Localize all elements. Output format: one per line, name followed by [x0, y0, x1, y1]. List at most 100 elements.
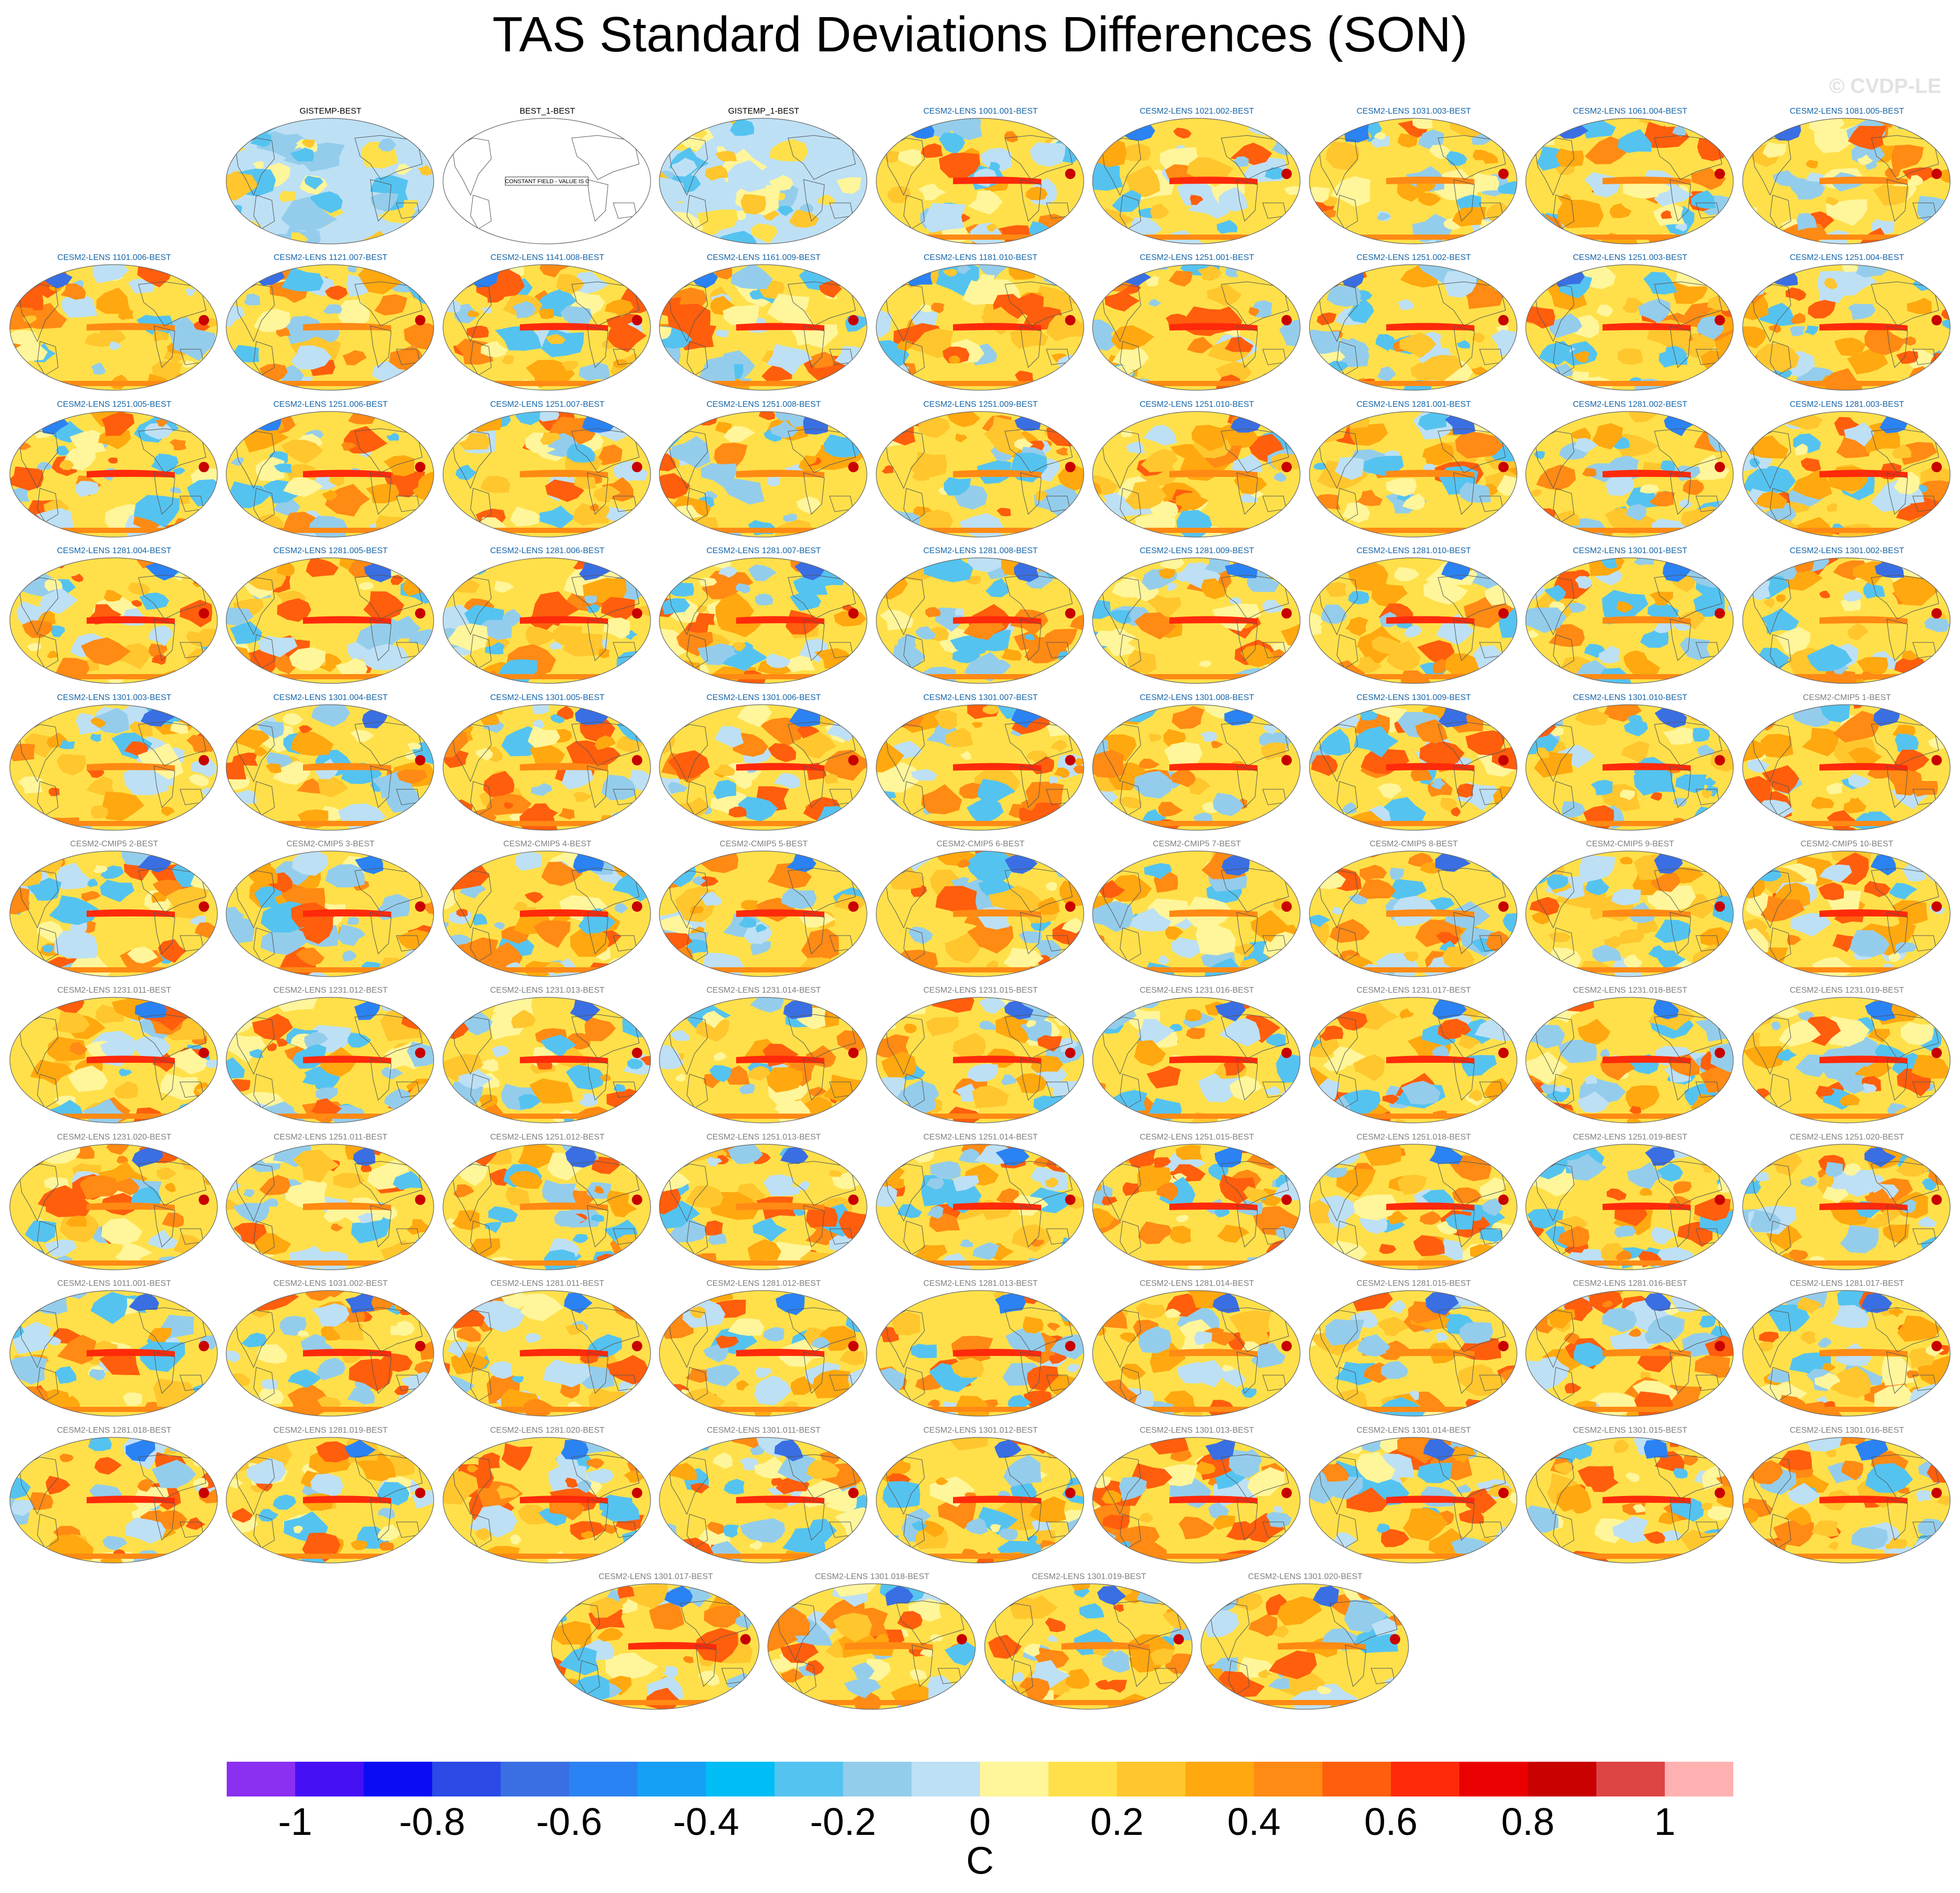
anomaly-patch	[793, 575, 828, 597]
southern-ocean-strip	[1309, 1407, 1517, 1412]
southern-ocean-strip	[1526, 381, 1733, 386]
anomaly-patch	[921, 784, 962, 815]
anomaly-patch	[87, 879, 98, 887]
map-panel: CESM2-CMIP5 1-BEST	[1740, 693, 1954, 833]
anomaly-patch	[1419, 741, 1465, 767]
coastline	[1886, 619, 1908, 661]
anomaly-patch	[1611, 889, 1641, 906]
panel-title: CESM2-LENS 1301.012-BEST	[923, 1426, 1038, 1435]
world-map	[1742, 1144, 1951, 1270]
panel-title: CESM2-LENS 1301.004-BEST	[273, 693, 388, 702]
anomaly-patch	[44, 578, 63, 592]
anomaly-patch	[1934, 567, 1950, 591]
coastline	[1438, 428, 1506, 473]
coastline	[587, 1058, 609, 1101]
equatorial-pacific-band	[1169, 176, 1258, 184]
anomaly-patch	[1649, 592, 1673, 606]
anomaly-patch	[1334, 1362, 1375, 1386]
map-boundary	[443, 1437, 651, 1563]
panel-title: CESM2-LENS 1031.002-BEST	[273, 1279, 388, 1288]
map-boundary	[9, 411, 218, 538]
anomaly-patch	[316, 1357, 346, 1381]
panel-title: CESM2-LENS 1081.005-BEST	[1789, 107, 1904, 116]
southern-ocean-strip	[659, 1554, 867, 1559]
panel-title: CESM2-LENS 1281.013-BEST	[923, 1279, 1038, 1288]
anomaly-patch	[959, 513, 1004, 537]
anomaly-patch	[1908, 175, 1924, 186]
anomaly-patch	[1690, 671, 1727, 683]
map-panel: CESM2-LENS 1251.002-BEST	[1307, 253, 1521, 393]
anomaly-patch	[473, 913, 488, 926]
anomaly-patch	[98, 330, 127, 347]
arctic-patch	[1221, 854, 1250, 876]
southern-ocean-strip	[226, 1407, 434, 1412]
southern-ocean-strip	[1526, 1407, 1733, 1412]
anomaly-patch	[347, 265, 357, 273]
coastline	[903, 1367, 925, 1402]
anomaly-patch	[1440, 797, 1457, 813]
anomaly-patch	[13, 1309, 28, 1319]
anomaly-patch	[876, 852, 881, 859]
anomaly-patch	[1942, 317, 1950, 331]
arctic-patch	[250, 416, 281, 431]
anomaly-patch	[237, 118, 254, 123]
anomaly-patch	[1397, 133, 1418, 148]
anomaly-patch	[1309, 564, 1322, 573]
anomaly-patch	[255, 457, 285, 482]
anomaly-patch	[374, 294, 407, 316]
anomaly-patch	[1093, 118, 1124, 132]
anomaly-patch	[1819, 864, 1852, 883]
arctic-patch	[1435, 853, 1471, 872]
anomaly-patch	[139, 592, 169, 610]
anomaly-patch	[1591, 779, 1613, 795]
anomaly-patch	[1767, 1369, 1790, 1383]
anomaly-patch	[1653, 621, 1673, 634]
anomaly-patch	[306, 558, 339, 577]
coastline	[903, 634, 925, 669]
coastline	[1654, 1014, 1722, 1059]
anomaly-patch	[1744, 375, 1760, 384]
anomaly-patch	[1795, 443, 1808, 456]
anomaly-patch	[1471, 366, 1488, 375]
equatorial-pacific-band	[1819, 1349, 1908, 1356]
anomaly-patch	[185, 1517, 205, 1530]
anomaly-patch	[109, 341, 122, 350]
anomaly-patch	[1265, 1033, 1286, 1047]
coastline	[1004, 428, 1073, 473]
anomaly-patch	[202, 658, 217, 672]
anomaly-patch	[1148, 298, 1162, 307]
anomaly-patch	[1744, 411, 1775, 425]
anomaly-patch	[591, 1214, 604, 1222]
anomaly-patch	[986, 960, 998, 969]
anomaly-patch	[388, 615, 421, 639]
anomaly-patch	[226, 916, 255, 944]
anomaly-patch	[1457, 340, 1470, 349]
anomaly-patch	[1888, 952, 1901, 962]
anomaly-patch	[70, 430, 106, 454]
anomaly-patch	[698, 876, 719, 887]
anomaly-patch	[578, 1093, 598, 1107]
anomaly-patch	[852, 429, 867, 442]
anomaly-patch	[670, 1030, 690, 1041]
anomaly-patch	[806, 1205, 838, 1228]
anomaly-patch	[1785, 287, 1806, 301]
coastline	[1336, 634, 1358, 669]
coastline	[571, 428, 640, 473]
southern-ocean-strip	[443, 674, 651, 679]
anomaly-patch	[376, 1524, 401, 1541]
map-boundary	[1525, 264, 1734, 391]
anomaly-patch	[79, 1175, 121, 1200]
anomaly-patch	[714, 764, 735, 776]
anomaly-patch	[472, 411, 502, 432]
anomaly-patch	[542, 1179, 576, 1209]
anomaly-patch	[249, 1049, 264, 1059]
anomaly-patch	[1230, 1075, 1263, 1102]
anomaly-patch	[453, 1184, 475, 1198]
anomaly-patch	[479, 1059, 495, 1069]
anomaly-patch	[75, 481, 99, 497]
anomaly-patch	[890, 1178, 905, 1189]
coastline	[19, 1163, 59, 1222]
anomaly-patch	[1540, 1083, 1558, 1094]
anomaly-patch	[1042, 997, 1061, 1013]
anomaly-patch	[304, 175, 324, 190]
